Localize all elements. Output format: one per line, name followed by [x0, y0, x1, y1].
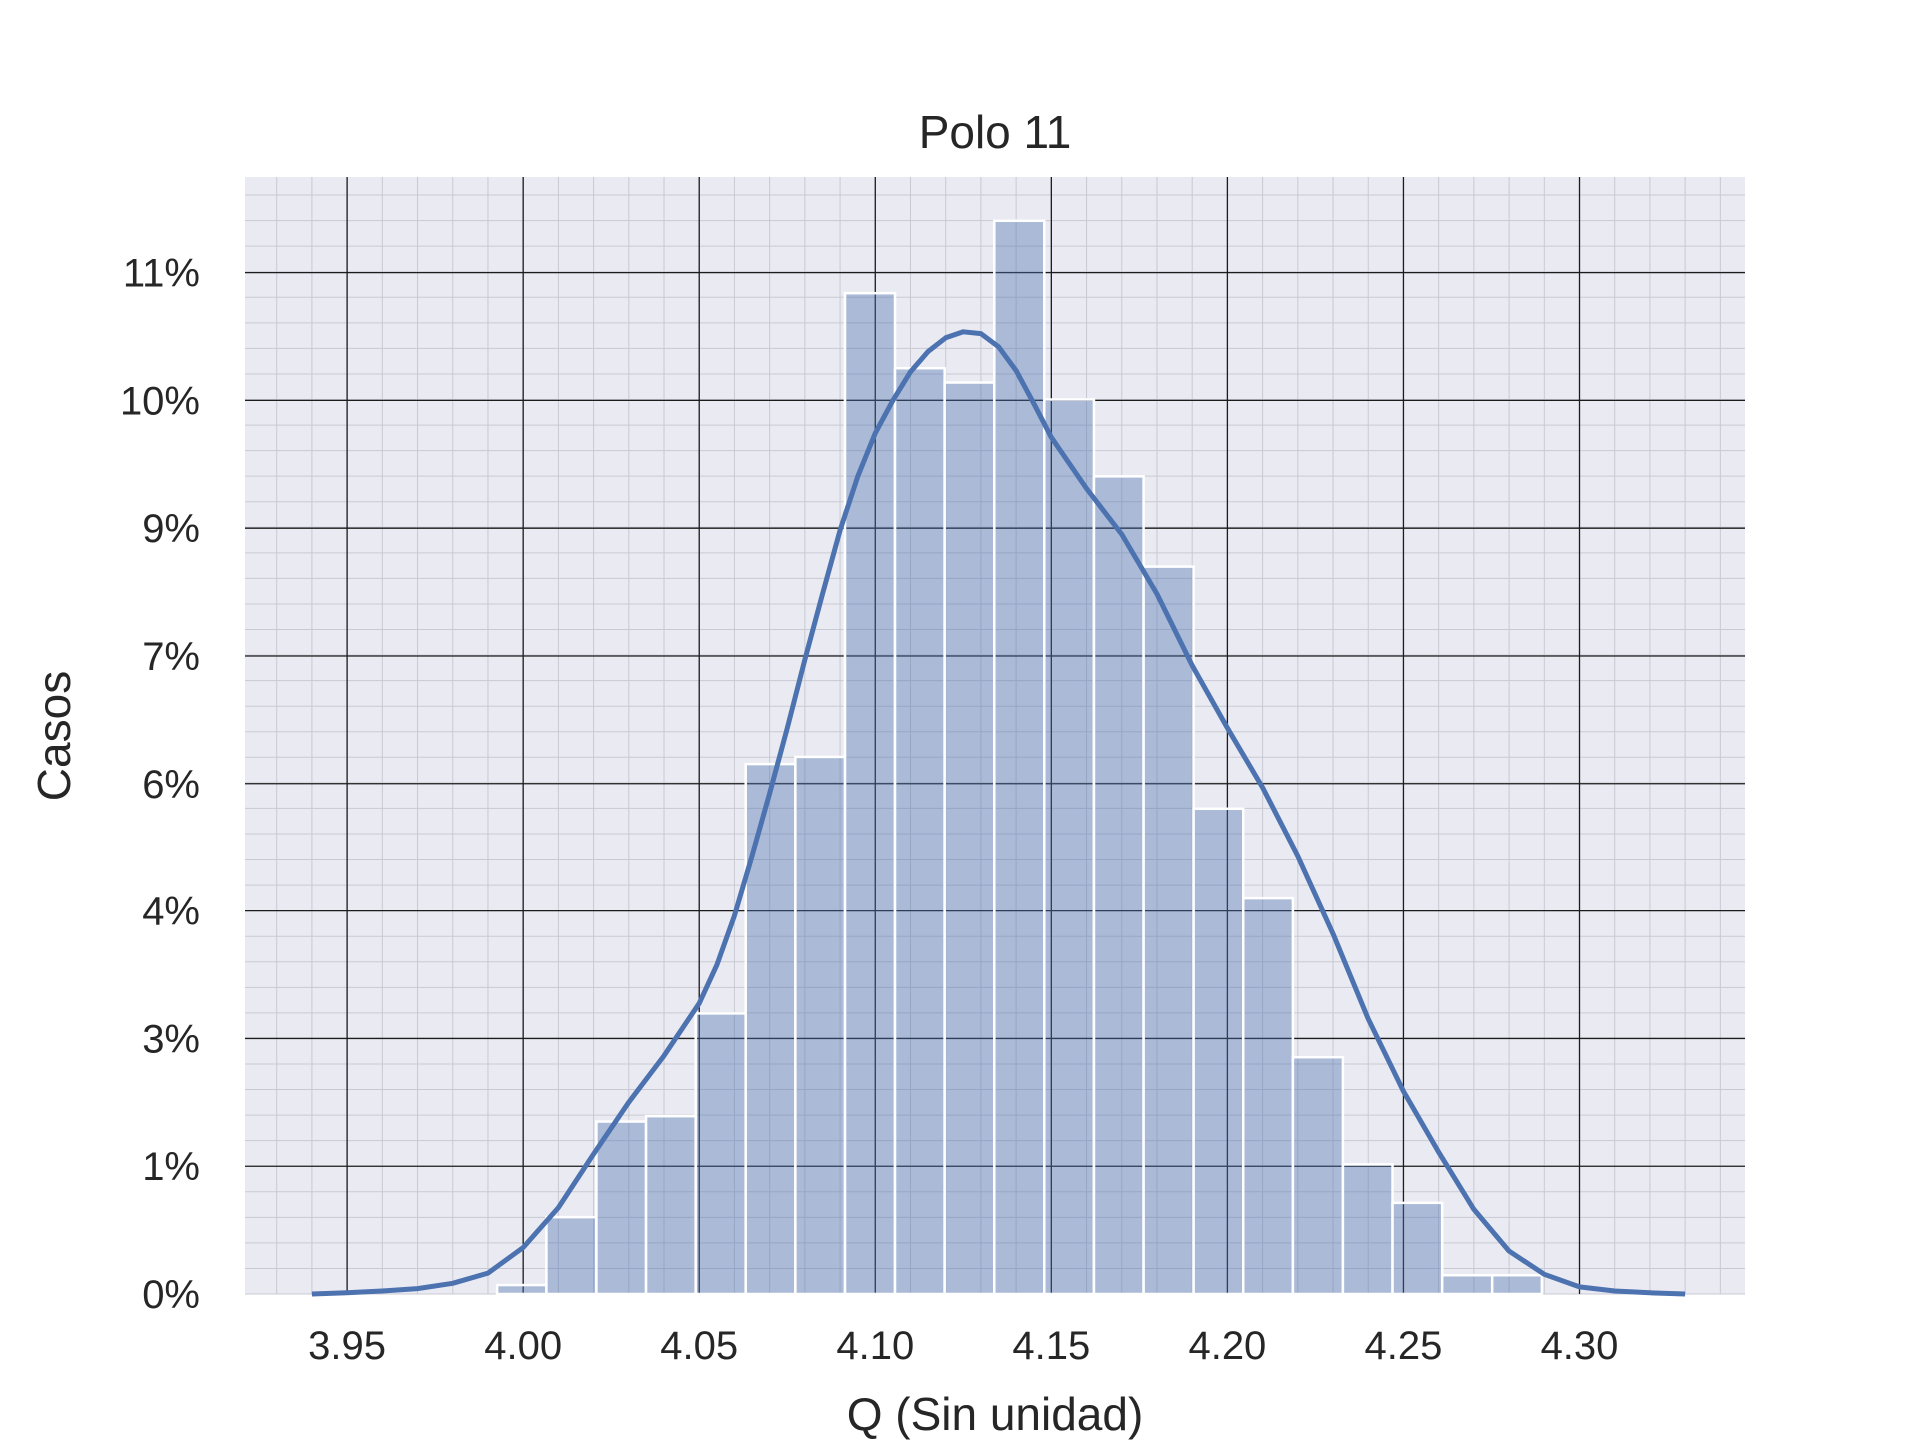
histogram-bar	[1490, 1273, 1544, 1296]
histogram-bar	[495, 1283, 548, 1296]
histogram-bar	[1341, 1163, 1394, 1296]
histogram-bar	[694, 1012, 747, 1296]
histogram-bar	[1440, 1273, 1494, 1296]
y-tick-label: 7%	[142, 635, 200, 679]
x-tick-label: 4.20	[1188, 1324, 1266, 1368]
histogram-bar	[843, 291, 897, 1296]
histogram-bar	[993, 219, 1046, 1296]
y-tick-label: 11%	[123, 252, 200, 296]
y-tick-labels: 0% 1% 3% 4% 6% 7% 9% 10% 11%	[120, 252, 200, 1317]
histogram-bar	[1092, 475, 1145, 1296]
chart-title: Polo 11	[919, 106, 1072, 158]
histogram-bar	[1291, 1055, 1345, 1296]
x-tick-label: 4.05	[660, 1324, 738, 1368]
x-tick-label: 4.30	[1541, 1324, 1619, 1368]
y-tick-label: 3%	[142, 1017, 200, 1061]
y-tick-label: 0%	[142, 1273, 200, 1317]
y-tick-label: 10%	[120, 379, 200, 423]
histogram-bar	[1241, 896, 1295, 1296]
y-tick-label: 6%	[142, 763, 200, 807]
y-axis-label: Casos	[28, 671, 80, 801]
histogram-bar	[943, 381, 996, 1296]
y-tick-label: 1%	[142, 1145, 200, 1189]
x-tick-label: 4.15	[1012, 1324, 1090, 1368]
histogram-bar	[1043, 398, 1096, 1296]
x-axis-label: Q (Sin unidad)	[847, 1388, 1144, 1440]
histogram-bar	[794, 755, 847, 1296]
x-tick-label: 4.10	[836, 1324, 914, 1368]
x-tick-label: 4.00	[484, 1324, 562, 1368]
histogram-bars	[495, 219, 1544, 1296]
y-tick-label: 4%	[142, 890, 200, 934]
histogram-bar	[1192, 807, 1245, 1296]
histogram-bar	[595, 1120, 648, 1296]
histogram-bar	[893, 366, 946, 1296]
y-tick-label: 9%	[142, 507, 200, 551]
histogram-bar	[545, 1215, 598, 1296]
histogram-bar	[644, 1114, 697, 1296]
x-tick-label: 4.25	[1365, 1324, 1443, 1368]
kde-curve	[311, 329, 1686, 1297]
x-tick-label: 3.95	[308, 1324, 386, 1368]
histogram-bar	[1142, 565, 1195, 1296]
histogram-bar	[1391, 1201, 1444, 1296]
x-tick-labels: 3.95 4.00 4.05 4.10 4.15 4.20 4.25 4.30	[308, 1324, 1618, 1368]
